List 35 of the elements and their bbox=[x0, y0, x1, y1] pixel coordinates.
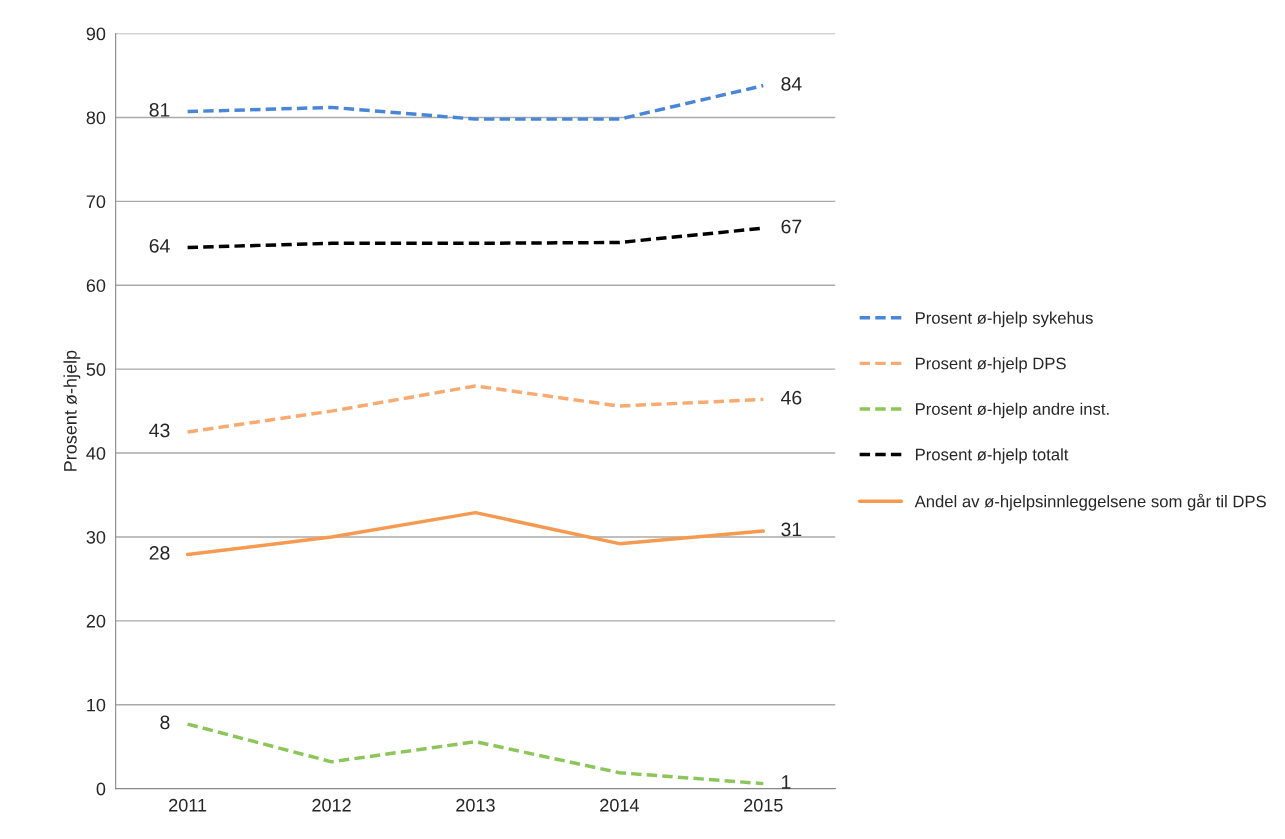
y-tick-label: 20 bbox=[86, 614, 106, 628]
x-tick-label: 2015 bbox=[744, 798, 783, 812]
y-tick-label: 40 bbox=[86, 446, 106, 460]
y-axis-title: Prosent ø-hjelp bbox=[63, 350, 81, 471]
legend-label: Prosent ø-hjelp andre inst. bbox=[916, 402, 1109, 419]
y-tick-label: 10 bbox=[87, 698, 106, 712]
data-label: 64 bbox=[149, 238, 170, 253]
data-label: 46 bbox=[781, 390, 802, 405]
y-tick-label: 50 bbox=[86, 363, 106, 376]
line-series bbox=[185, 722, 766, 786]
legend-label: Prosent ø-hjelp totalt bbox=[916, 448, 1069, 464]
data-label: 84 bbox=[781, 77, 802, 91]
data-label: 81 bbox=[149, 103, 170, 117]
line-series bbox=[185, 510, 766, 557]
data-label: 67 bbox=[781, 219, 802, 234]
legend-label: Prosent ø-hjelp sykehus bbox=[916, 311, 1093, 328]
y-tick-label: 60 bbox=[86, 279, 106, 292]
legend-label: Andel av ø-hjelpsinnleggelsene som går til DPS bbox=[914, 493, 1266, 511]
legend-label: Prosent ø-hjelp DPS bbox=[916, 357, 1066, 373]
x-tick-label: 2012 bbox=[312, 798, 351, 812]
x-tick-label: 2014 bbox=[600, 798, 639, 812]
y-tick-label: 80 bbox=[86, 111, 106, 125]
line-series bbox=[185, 83, 766, 121]
data-label: 1 bbox=[782, 775, 791, 789]
data-label: 31 bbox=[781, 522, 802, 537]
y-tick-label: 90 bbox=[86, 27, 106, 41]
y-tick-label: 30 bbox=[86, 530, 106, 544]
data-label: 43 bbox=[149, 423, 170, 438]
data-label: 28 bbox=[149, 546, 170, 560]
y-tick-label: 70 bbox=[86, 195, 106, 209]
x-tick-label: 2013 bbox=[456, 798, 495, 812]
y-tick-label: 0 bbox=[96, 782, 106, 796]
line-series bbox=[185, 384, 766, 434]
data-label: 8 bbox=[160, 715, 170, 730]
x-tick-label: 2011 bbox=[169, 798, 207, 812]
